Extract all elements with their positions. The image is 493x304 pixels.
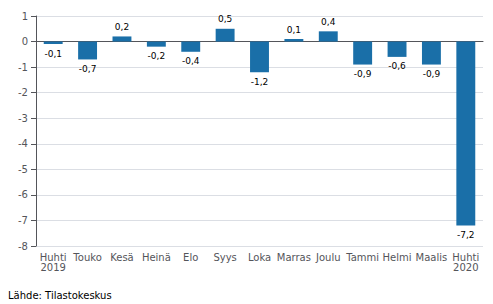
svg-text:Lähde: Tilastokeskus: Lähde: Tilastokeskus [8, 290, 112, 301]
svg-text:Loka: Loka [248, 252, 271, 263]
svg-text:Syys: Syys [213, 252, 236, 263]
svg-text:-0,9: -0,9 [354, 69, 372, 79]
svg-text:-3: -3 [18, 113, 28, 124]
svg-text:Joulu: Joulu [315, 252, 341, 263]
svg-text:0,1: 0,1 [287, 25, 301, 35]
svg-text:-6: -6 [18, 189, 28, 200]
svg-text:-4: -4 [18, 138, 28, 149]
svg-text:Huhti: Huhti [452, 251, 480, 263]
svg-text:-7: -7 [18, 215, 28, 226]
svg-text:-0,2: -0,2 [148, 51, 166, 61]
svg-text:-0,7: -0,7 [79, 64, 97, 74]
svg-text:-2: -2 [18, 87, 28, 98]
svg-text:Huhti: Huhti [39, 251, 67, 263]
svg-text:-0,4: -0,4 [182, 56, 200, 66]
svg-text:-5: -5 [18, 164, 28, 175]
svg-text:0,4: 0,4 [321, 17, 336, 27]
svg-text:0,2: 0,2 [115, 22, 129, 32]
svg-text:0: 0 [22, 36, 28, 47]
svg-text:-0,9: -0,9 [423, 69, 441, 79]
svg-text:-0,6: -0,6 [388, 61, 406, 71]
svg-text:Heinä: Heinä [142, 252, 171, 263]
svg-text:Kesä: Kesä [110, 252, 134, 263]
svg-text:-0,1: -0,1 [44, 49, 62, 59]
svg-text:Helmi: Helmi [383, 252, 412, 263]
svg-text:-8: -8 [18, 241, 28, 252]
svg-text:Maalis: Maalis [416, 252, 448, 263]
svg-text:2020: 2020 [453, 262, 478, 273]
svg-text:1: 1 [22, 11, 28, 22]
svg-text:-1: -1 [18, 62, 28, 73]
svg-text:-1,2: -1,2 [251, 77, 269, 87]
svg-text:Marras: Marras [277, 252, 311, 263]
svg-text:0,5: 0,5 [218, 14, 232, 24]
svg-text:Tammi: Tammi [345, 252, 379, 263]
svg-text:-7,2: -7,2 [457, 230, 475, 240]
svg-text:Elo: Elo [183, 252, 198, 263]
svg-text:2019: 2019 [40, 262, 65, 273]
svg-text:Touko: Touko [72, 252, 101, 263]
